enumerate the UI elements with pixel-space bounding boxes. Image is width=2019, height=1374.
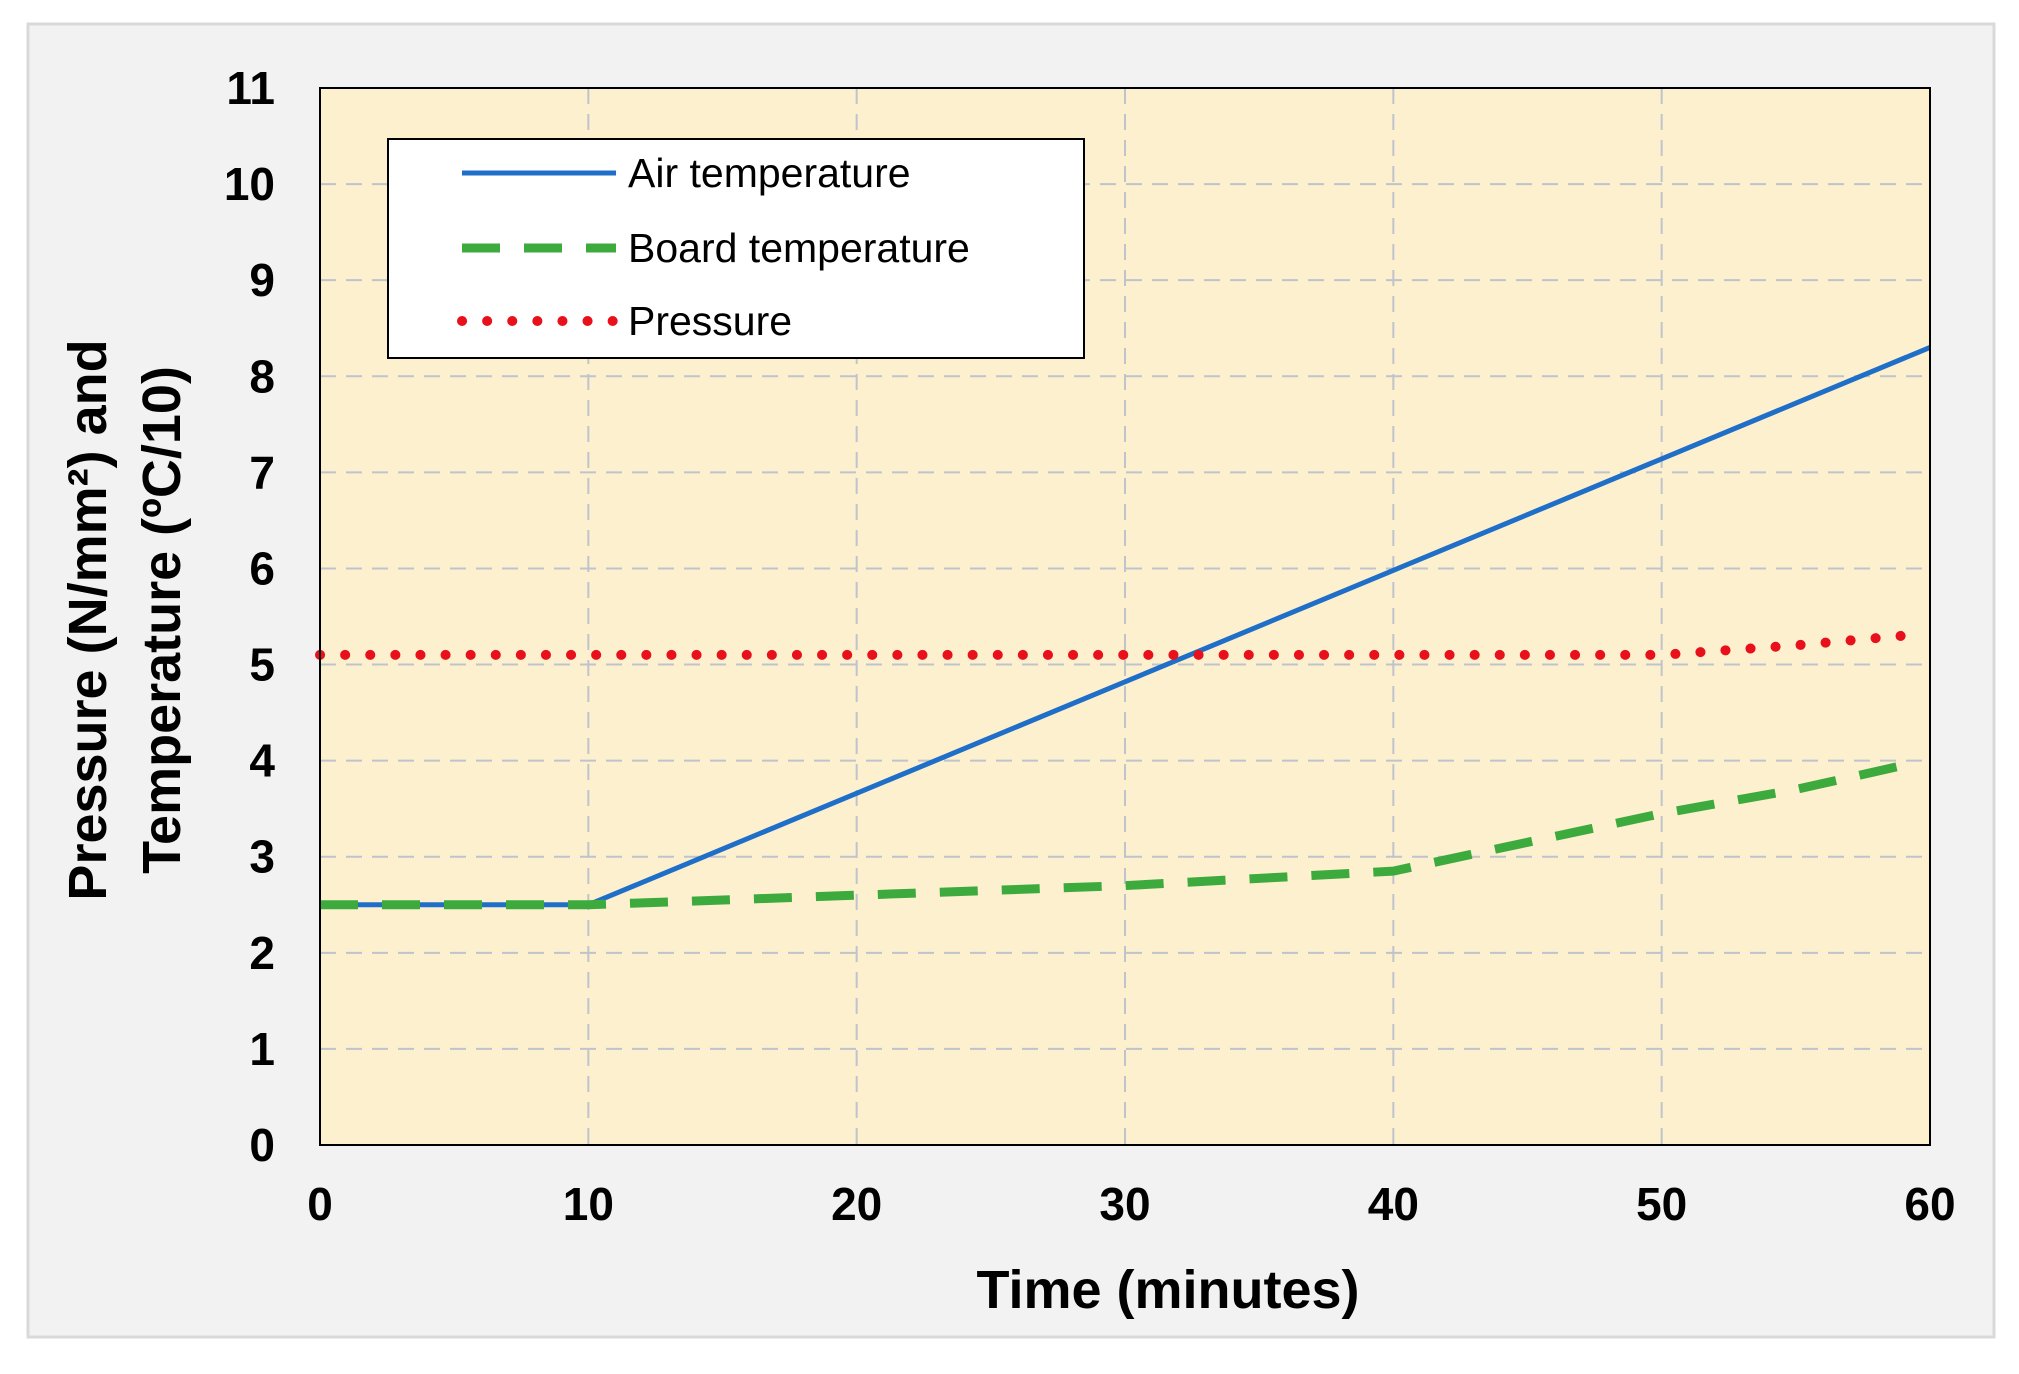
y-tick-label: 7 [249,446,275,498]
y-tick-label: 9 [249,254,275,306]
legend: Air temperature Board temperature Pressu… [387,138,1085,359]
y-tick-label: 11 [226,62,275,114]
x-tick-label: 50 [1636,1178,1687,1230]
series-line-pressure [315,630,1909,660]
y-tick-label: 5 [249,639,275,691]
y-axis-title-line1: Pressure (N/mm²) and [58,339,118,900]
x-tick-label: 20 [831,1178,882,1230]
series-line-board-temperature [320,761,1905,910]
x-axis-title: Time (minutes) [976,1260,1359,1320]
y-tick-label: 6 [249,542,275,594]
y-tick-label: 3 [249,831,275,883]
y-tick-label: 4 [249,735,275,787]
legend-label-pressure: Pressure [628,298,792,344]
y-axis-title-line2: Temperature (ºC/10) [132,366,192,874]
x-tick-label: 40 [1368,1178,1419,1230]
plot-border [319,87,1931,1146]
series-lines [315,345,1931,910]
y-axis-title: Pressure (N/mm²) and Temperature (ºC/10) [58,339,192,900]
legend-label-board-temperature: Board temperature [628,225,970,271]
y-tick-label: 10 [224,158,275,210]
legend-label-air-temperature: Air temperature [628,150,911,196]
y-tick-label: 2 [249,927,275,979]
x-tick-label: 60 [1904,1178,1955,1230]
x-tick-label: 0 [307,1178,333,1230]
x-tick-label: 30 [1099,1178,1150,1230]
y-tick-label: 0 [249,1119,275,1171]
grid-lines [320,88,1930,1145]
y-tick-label: 8 [249,350,275,402]
tick-labels: 0 10 20 30 40 50 60 0 1 2 3 4 5 6 7 8 9 10 11 [224,62,1956,1230]
y-tick-label: 1 [249,1023,275,1075]
x-tick-label: 10 [563,1178,614,1230]
